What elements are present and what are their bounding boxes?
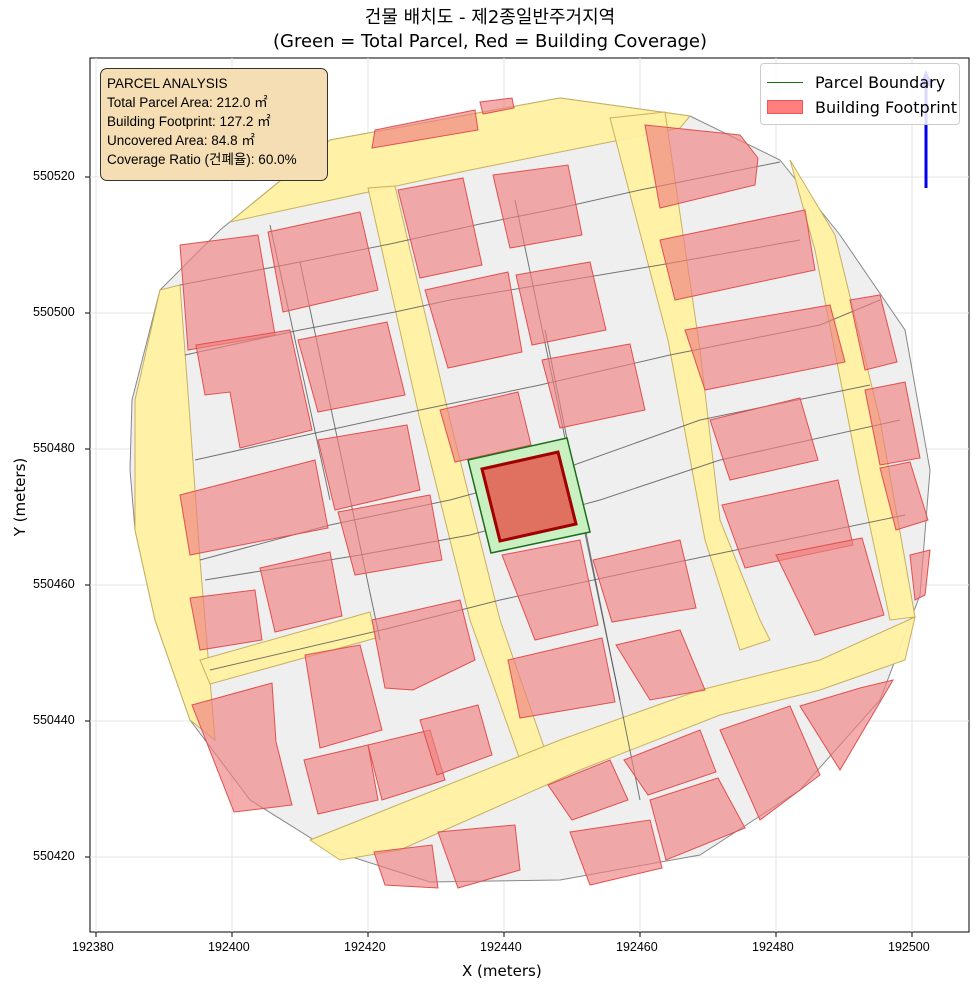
x-tick-label: 192500 bbox=[888, 940, 930, 954]
roads bbox=[134, 97, 916, 861]
building bbox=[297, 321, 406, 413]
building bbox=[775, 537, 885, 636]
building bbox=[189, 589, 263, 651]
building bbox=[373, 844, 439, 889]
y-tick-label: 550500 bbox=[33, 305, 75, 319]
building bbox=[623, 729, 717, 796]
building-footprint-area: Building Footprint: 127.2 ㎡ bbox=[107, 114, 271, 129]
building bbox=[437, 824, 521, 889]
legend-item-building: Building Footprint bbox=[767, 95, 957, 119]
map-subtitle: (Green = Total Parcel, Red = Building Co… bbox=[272, 31, 708, 52]
y-tick-label: 550480 bbox=[33, 441, 75, 455]
y-tick-label: 550520 bbox=[33, 169, 75, 183]
y-tick-label: 550460 bbox=[33, 577, 75, 591]
building bbox=[879, 461, 929, 531]
y-tick-label: 550440 bbox=[33, 713, 75, 727]
building bbox=[541, 343, 646, 429]
coverage-ratio: Coverage Ratio (건폐율): 60.0% bbox=[107, 152, 297, 167]
building bbox=[492, 164, 583, 249]
building bbox=[547, 759, 629, 821]
building bbox=[659, 209, 816, 301]
x-tick-label: 192440 bbox=[480, 940, 522, 954]
building bbox=[909, 549, 931, 601]
building bbox=[649, 777, 746, 861]
building bbox=[179, 234, 276, 351]
road-center-east bbox=[609, 111, 771, 651]
building bbox=[397, 177, 483, 279]
x-tick-label: 192460 bbox=[616, 940, 658, 954]
building bbox=[179, 459, 329, 556]
building bbox=[317, 424, 421, 511]
building bbox=[569, 819, 663, 886]
building bbox=[424, 271, 523, 369]
building bbox=[371, 599, 476, 691]
x-tick-label: 192420 bbox=[344, 940, 386, 954]
building bbox=[592, 539, 697, 623]
building bbox=[849, 294, 898, 371]
building bbox=[191, 682, 293, 813]
building bbox=[267, 211, 379, 313]
building bbox=[507, 637, 616, 719]
x-tick-label: 192380 bbox=[72, 940, 114, 954]
legend-label-building: Building Footprint bbox=[815, 97, 958, 117]
building bbox=[709, 397, 819, 481]
buildings bbox=[179, 97, 931, 889]
total-parcel-area: Total Parcel Area: 212.0 ㎡ bbox=[107, 95, 268, 110]
map-title: 건물 배치도 - 제2종일반주거지역 bbox=[364, 7, 616, 28]
building bbox=[367, 729, 446, 801]
building bbox=[515, 261, 607, 346]
building bbox=[799, 679, 895, 771]
y-tick-label: 550420 bbox=[33, 849, 75, 863]
building bbox=[304, 644, 383, 749]
legend-item-parcel: Parcel Boundary bbox=[767, 70, 945, 94]
building bbox=[195, 329, 313, 449]
x-axis-label: X (meters) bbox=[462, 962, 542, 980]
road-north bbox=[229, 97, 691, 223]
building bbox=[864, 381, 921, 466]
building bbox=[303, 744, 379, 815]
legend-label-parcel: Parcel Boundary bbox=[815, 72, 946, 92]
parcel-analysis-box: PARCEL ANALYSIS Total Parcel Area: 212.0… bbox=[100, 68, 328, 181]
parcel-analysis-heading: PARCEL ANALYSIS bbox=[107, 76, 228, 91]
building bbox=[371, 109, 479, 149]
tick-marks bbox=[85, 176, 913, 937]
x-tick-label: 192480 bbox=[752, 940, 794, 954]
building bbox=[337, 494, 443, 576]
building bbox=[439, 391, 532, 463]
building bbox=[684, 304, 846, 391]
uncovered-area: Uncovered Area: 84.8 ㎡ bbox=[107, 133, 255, 148]
building bbox=[479, 97, 515, 115]
parcel-line-swatch bbox=[767, 81, 803, 83]
legend: Parcel Boundary Building Footprint bbox=[760, 63, 960, 125]
building bbox=[259, 551, 343, 633]
y-axis-label: Y (meters) bbox=[11, 457, 29, 537]
building bbox=[644, 124, 759, 209]
building bbox=[615, 629, 706, 701]
building-patch-swatch bbox=[767, 100, 803, 114]
building bbox=[501, 539, 599, 641]
building bbox=[719, 705, 821, 821]
x-tick-label: 192400 bbox=[208, 940, 250, 954]
building bbox=[419, 704, 493, 776]
target-building-footprint[interactable] bbox=[480, 450, 578, 543]
